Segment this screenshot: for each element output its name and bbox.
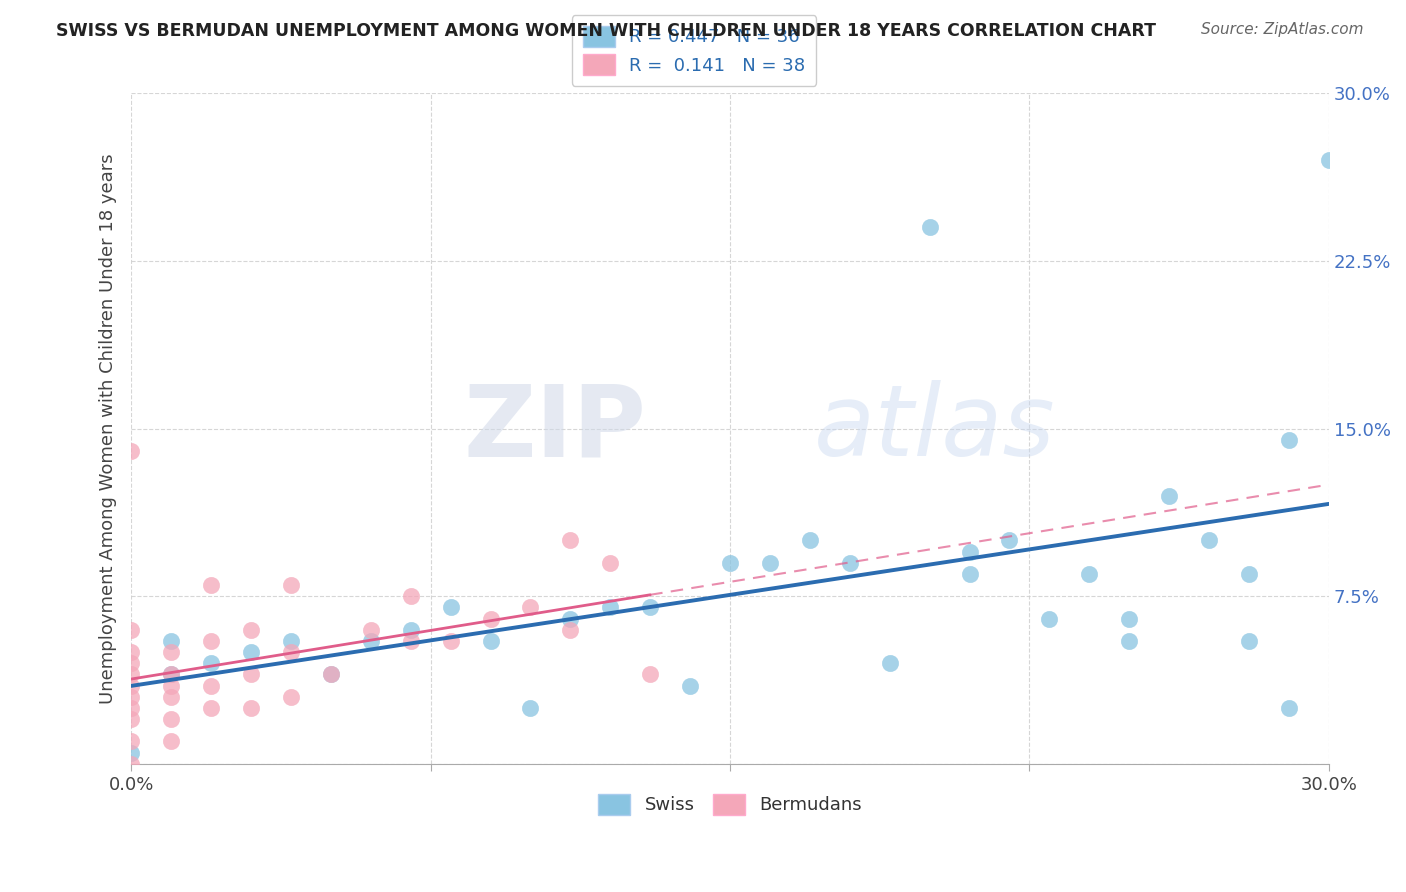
Point bbox=[519, 600, 541, 615]
Point bbox=[1278, 701, 1301, 715]
Point bbox=[799, 533, 821, 548]
Point bbox=[1278, 433, 1301, 447]
Point bbox=[120, 712, 142, 726]
Point bbox=[519, 701, 541, 715]
Point bbox=[240, 667, 263, 681]
Text: ZIP: ZIP bbox=[464, 380, 647, 477]
Point bbox=[399, 634, 422, 648]
Point bbox=[280, 578, 302, 592]
Point bbox=[439, 600, 461, 615]
Point bbox=[280, 690, 302, 704]
Point bbox=[439, 634, 461, 648]
Point bbox=[599, 556, 621, 570]
Point bbox=[120, 623, 142, 637]
Point bbox=[160, 667, 183, 681]
Point bbox=[280, 645, 302, 659]
Point bbox=[1038, 611, 1060, 625]
Point bbox=[998, 533, 1021, 548]
Text: Source: ZipAtlas.com: Source: ZipAtlas.com bbox=[1201, 22, 1364, 37]
Point bbox=[759, 556, 782, 570]
Point bbox=[638, 600, 661, 615]
Point bbox=[240, 623, 263, 637]
Text: SWISS VS BERMUDAN UNEMPLOYMENT AMONG WOMEN WITH CHILDREN UNDER 18 YEARS CORRELAT: SWISS VS BERMUDAN UNEMPLOYMENT AMONG WOM… bbox=[56, 22, 1156, 40]
Point bbox=[1237, 566, 1260, 581]
Point bbox=[120, 667, 142, 681]
Point bbox=[560, 611, 582, 625]
Point bbox=[638, 667, 661, 681]
Point bbox=[399, 589, 422, 603]
Point bbox=[120, 701, 142, 715]
Point bbox=[479, 634, 502, 648]
Point bbox=[959, 566, 981, 581]
Point bbox=[200, 634, 222, 648]
Point bbox=[280, 634, 302, 648]
Point bbox=[1237, 634, 1260, 648]
Point bbox=[120, 657, 142, 671]
Point bbox=[1198, 533, 1220, 548]
Legend: Swiss, Bermudans: Swiss, Bermudans bbox=[591, 787, 869, 822]
Point bbox=[120, 756, 142, 771]
Point bbox=[360, 623, 382, 637]
Point bbox=[1118, 634, 1140, 648]
Point bbox=[599, 600, 621, 615]
Point bbox=[319, 667, 342, 681]
Point bbox=[160, 645, 183, 659]
Point bbox=[560, 533, 582, 548]
Point bbox=[479, 611, 502, 625]
Point bbox=[160, 667, 183, 681]
Point bbox=[160, 734, 183, 748]
Point bbox=[360, 634, 382, 648]
Point bbox=[120, 746, 142, 760]
Point bbox=[838, 556, 860, 570]
Point bbox=[1118, 611, 1140, 625]
Point bbox=[240, 645, 263, 659]
Point bbox=[200, 679, 222, 693]
Point bbox=[120, 734, 142, 748]
Point bbox=[120, 679, 142, 693]
Point bbox=[560, 623, 582, 637]
Point bbox=[160, 712, 183, 726]
Point bbox=[160, 679, 183, 693]
Point bbox=[1317, 153, 1340, 168]
Point bbox=[120, 645, 142, 659]
Point bbox=[319, 667, 342, 681]
Point bbox=[200, 701, 222, 715]
Point bbox=[1159, 489, 1181, 503]
Point bbox=[718, 556, 741, 570]
Point bbox=[120, 444, 142, 458]
Point bbox=[200, 578, 222, 592]
Point bbox=[160, 634, 183, 648]
Point bbox=[200, 657, 222, 671]
Point bbox=[160, 690, 183, 704]
Point bbox=[959, 544, 981, 558]
Point bbox=[918, 220, 941, 235]
Point bbox=[240, 701, 263, 715]
Text: atlas: atlas bbox=[814, 380, 1056, 477]
Point bbox=[1078, 566, 1101, 581]
Y-axis label: Unemployment Among Women with Children Under 18 years: Unemployment Among Women with Children U… bbox=[100, 153, 117, 704]
Point bbox=[879, 657, 901, 671]
Point bbox=[120, 690, 142, 704]
Point bbox=[679, 679, 702, 693]
Point bbox=[399, 623, 422, 637]
